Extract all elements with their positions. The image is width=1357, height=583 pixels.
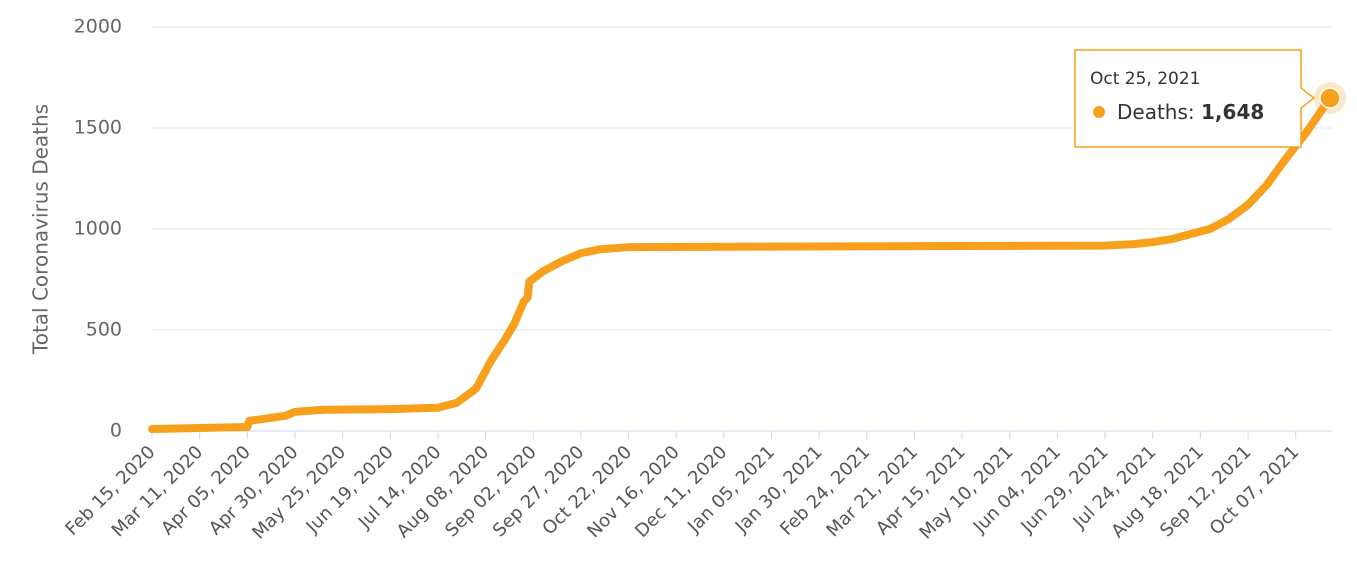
tooltip-swatch [1093, 106, 1105, 118]
y-tick-label: 1000 [74, 218, 122, 240]
y-tick-label: 2000 [74, 16, 122, 38]
tooltip-sep: : [1188, 100, 1201, 124]
series-line [148, 94, 1334, 433]
tooltip-value: 1,648 [1201, 100, 1264, 124]
tooltip-box [1074, 49, 1316, 148]
tooltip-row: Deaths: 1,648 [1117, 100, 1264, 124]
y-tick-label: 500 [86, 319, 122, 341]
y-tick-label: 1500 [74, 117, 122, 139]
tooltip-date: Oct 25, 2021 [1090, 69, 1201, 89]
tooltip-series: Deaths [1117, 100, 1188, 124]
y-axis-title: Total Coronavirus Deaths [29, 104, 53, 355]
y-tick-label: 0 [110, 420, 122, 442]
tooltip: Oct 25, 2021 Deaths: 1,648 [1074, 49, 1316, 148]
hover-point [1319, 87, 1341, 109]
